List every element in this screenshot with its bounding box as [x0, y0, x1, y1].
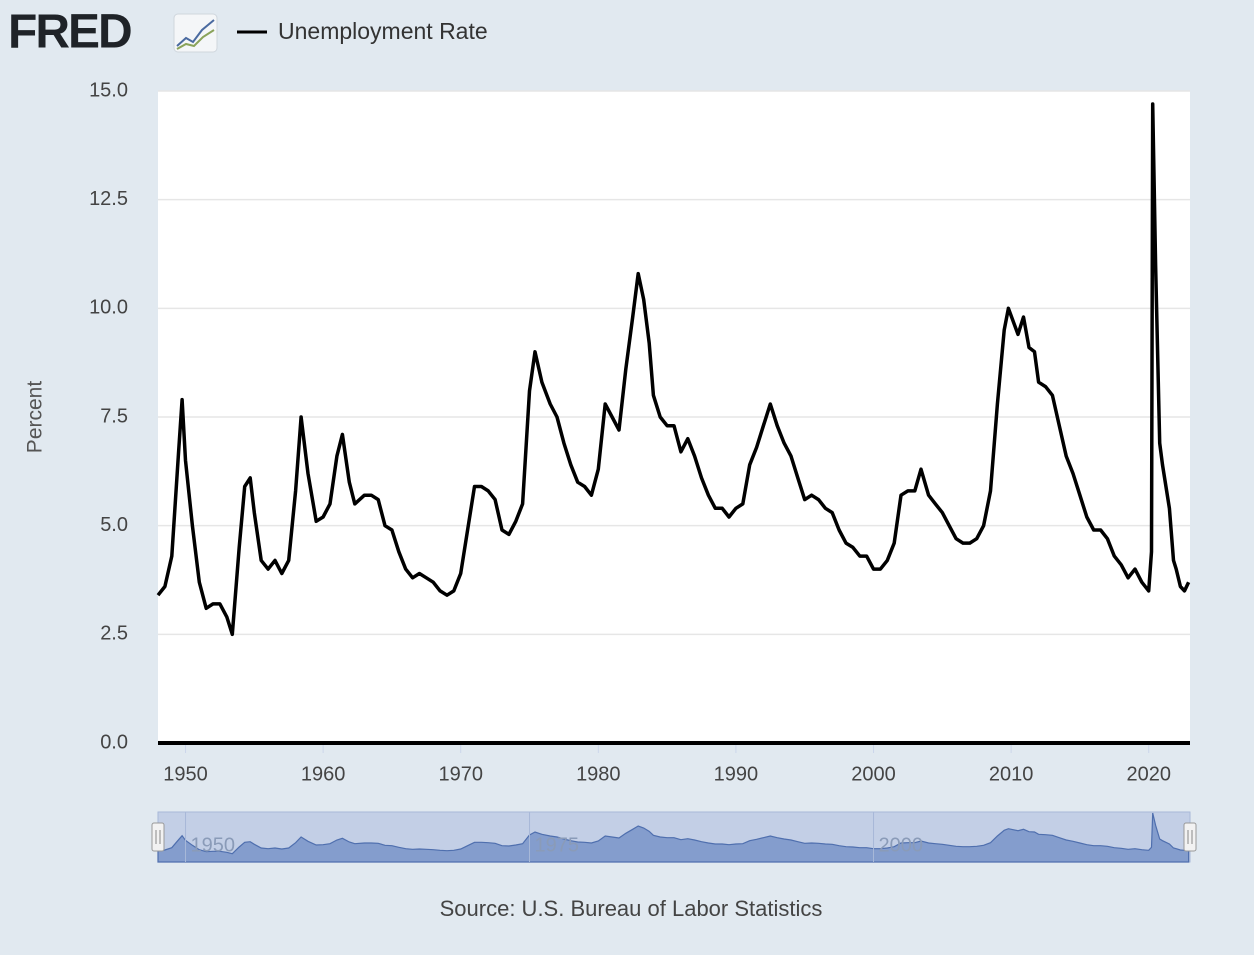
x-tick-label: 1960: [301, 763, 346, 785]
x-tick-label: 2010: [989, 763, 1034, 785]
y-tick-label: 5.0: [100, 514, 128, 536]
y-tick-label: 2.5: [100, 623, 128, 645]
navigator-tick-label: 1975: [535, 834, 580, 856]
y-tick-label: 0.0: [100, 731, 128, 753]
navigator-tick-label: 1950: [191, 834, 236, 856]
brand-logo: FRED: [8, 6, 131, 59]
x-tick-label: 1980: [576, 763, 621, 785]
navigator-tick-label: 2000: [879, 834, 924, 856]
line: [156, 102, 1191, 637]
x-tick-label: 1970: [438, 763, 483, 785]
legend-label: Unemployment Rate: [278, 18, 488, 44]
y-axis-label: Percent: [24, 381, 47, 454]
brand-icon: [173, 13, 218, 53]
navigator-handle: [1183, 822, 1197, 852]
x-tick-label: 2000: [851, 763, 896, 785]
x-tick-label: 1990: [714, 763, 759, 785]
navigator-handle: [151, 822, 165, 852]
x-tick-label: 2020: [1126, 763, 1171, 785]
y-tick-label: 12.5: [89, 188, 128, 210]
source: Source: U.S. Bureau of Labor Statistics: [440, 896, 823, 921]
navigator-area: [157, 812, 1190, 863]
y-tick-label: 15.0: [89, 79, 128, 101]
y-tick-label: 7.5: [100, 405, 128, 427]
x-tick-label: 1950: [163, 763, 208, 785]
y-tick-label: 10.0: [89, 297, 128, 319]
